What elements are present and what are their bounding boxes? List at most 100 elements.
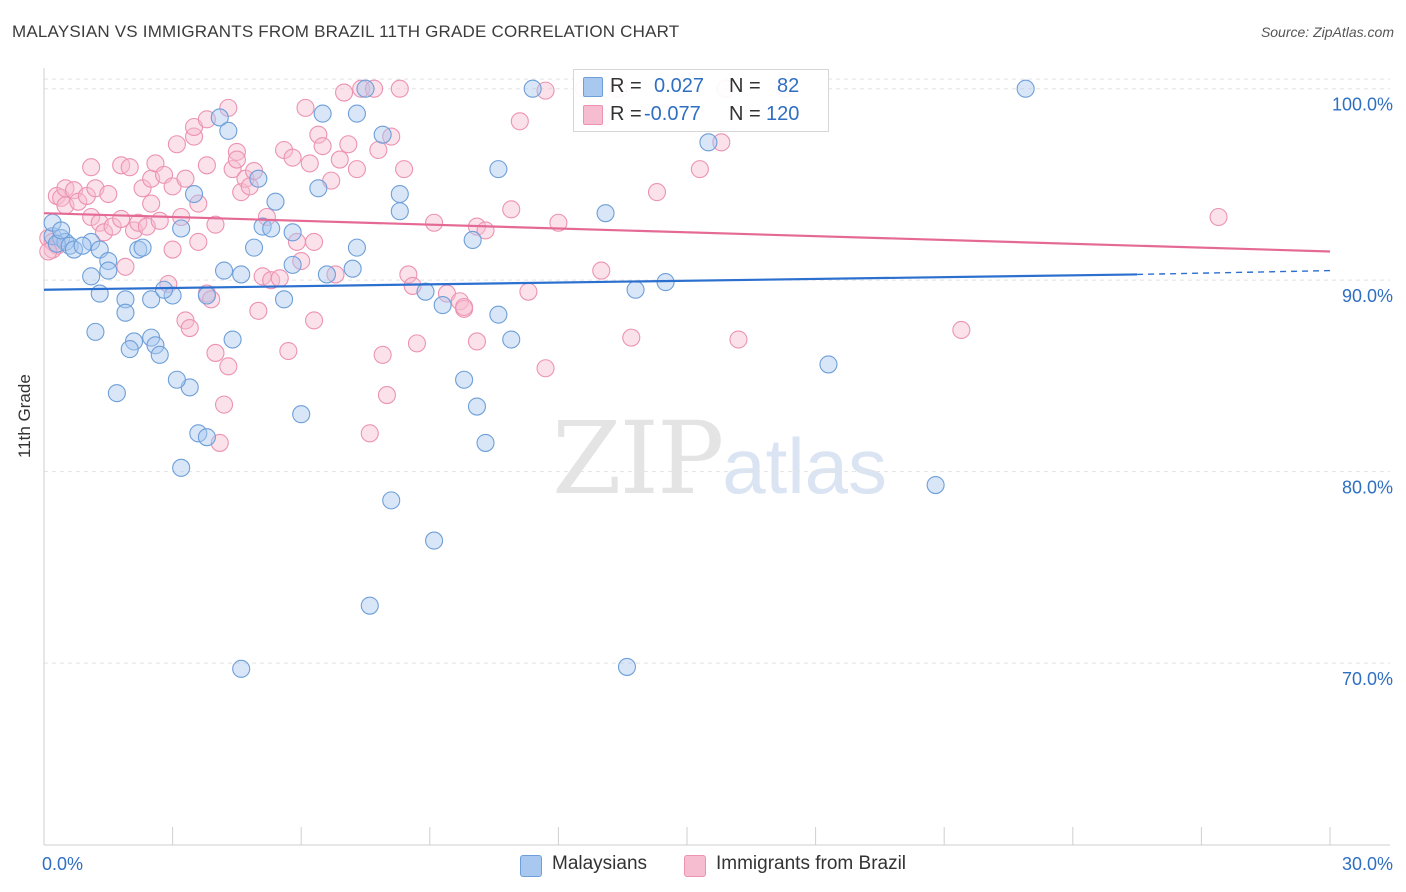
point-malaysian [347,104,366,123]
point-malaysian [219,121,238,140]
point-malaysian [167,370,186,389]
point-brazil [335,83,354,102]
point-malaysian [502,330,521,349]
point-brazil [163,240,182,259]
point-malaysian [99,251,118,271]
point-brazil [279,341,298,361]
point-malaysian [343,259,362,278]
point-malaysian [463,230,482,250]
point-brazil [176,169,195,188]
point-brazil [150,211,169,230]
legend-r-label: R = [610,75,642,97]
point-malaysian [425,531,444,550]
grid-layer [44,78,1390,664]
point-brazil [214,395,234,414]
point-malaysian [275,290,294,309]
point-malaysian [86,322,105,341]
point-malaysian [489,160,508,179]
legend-swatch-blue [583,77,603,97]
point-malaysian [433,296,452,315]
point-malaysian [626,280,645,299]
chart-title: MALAYSIAN VS IMMIGRANTS FROM BRAZIL 11TH… [12,22,680,41]
point-malaysian [232,265,251,284]
legend-n-label: N = [729,75,761,97]
series-legend-swatch-malaysians [520,855,542,877]
point-malaysian [223,330,242,349]
point-malaysian [617,657,637,676]
y-axis-label: 11th Grade [15,374,34,458]
point-malaysian [347,238,366,257]
point-malaysian [52,221,71,240]
point-brazil [82,158,101,177]
legend-swatch-pink [583,105,603,125]
point-brazil [270,269,289,288]
y-tick-label: 100.0% [1332,95,1393,115]
legend-r-value: -0.077 [644,103,701,125]
point-brazil [206,215,225,234]
point-malaysian [262,219,281,238]
point-brazil [510,112,529,131]
point-malaysian [150,345,169,364]
tick-label-layer: 70.0% 80.0% 90.0% 100.0% 0.0% 30.0% [42,95,1393,874]
point-brazil [407,334,426,353]
point-brazil [549,213,568,232]
point-malaysian [360,596,379,615]
y-tick-label: 70.0% [1342,669,1393,689]
point-brazil [99,184,118,204]
point-brazil [395,160,414,179]
watermark-zip: ZIP [552,400,724,517]
x-tick-label: 30.0% [1342,854,1393,874]
point-malaysian [172,458,191,477]
point-brazil [502,200,521,219]
point-brazil [227,150,246,169]
point-malaysian [232,659,251,678]
point-brazil [120,158,139,177]
trend-line-malaysians-extrapolated [1137,269,1331,276]
watermark-atlas: atlas [722,422,888,510]
point-malaysian [283,255,302,274]
point-malaysian [210,108,229,127]
points-malaysians [43,79,1035,678]
point-malaysian [133,238,152,257]
point-brazil [257,207,276,227]
series-legend-brazil: Immigrants from Brazil [716,853,907,874]
stats-legend: R = 0.027 N = 82 R = -0.077 N = 120 [573,69,829,132]
legend-n-value: 120 [766,103,800,125]
point-malaysian [292,405,311,424]
point-brazil [292,251,311,271]
point-brazil [180,318,199,338]
point-malaysian [266,192,285,211]
legend-r-label: R = [610,103,642,125]
legend-n-label: N = [729,103,761,125]
point-brazil [305,311,324,330]
point-malaysian [154,280,174,299]
point-brazil [390,79,409,98]
watermark: ZIPatlas [552,400,887,517]
point-brazil [536,359,555,378]
series-legend-malaysians: Malaysians [552,853,648,874]
point-malaysian [146,336,165,355]
point-brazil [592,261,611,280]
point-brazil [467,332,487,351]
point-brazil [227,142,246,161]
legend-n-value: 82 [777,75,800,97]
point-brazil [197,156,216,175]
point-brazil [952,320,971,340]
point-brazil [223,160,242,179]
point-malaysian [926,475,945,495]
point-malaysian [390,184,409,204]
point-brazil [1209,207,1228,227]
point-brazil [377,386,396,405]
point-malaysian [244,238,264,257]
point-brazil [305,232,324,251]
point-brazil [352,79,371,98]
point-malaysian [489,305,508,324]
point-malaysian [184,184,204,204]
point-malaysian [313,104,332,123]
point-malaysian [99,261,118,280]
point-malaysian [116,290,135,309]
point-malaysian [356,79,375,98]
point-brazil [184,127,204,146]
point-malaysian [819,355,838,374]
